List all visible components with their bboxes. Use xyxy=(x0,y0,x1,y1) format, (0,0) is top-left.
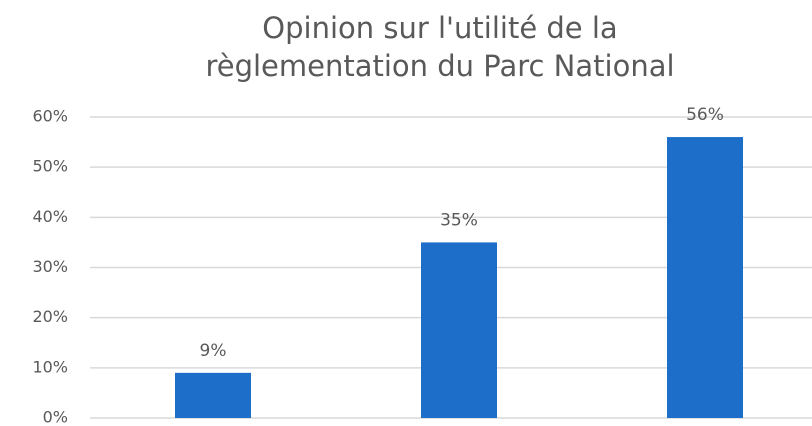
y-tick-label: 0% xyxy=(43,408,68,426)
bar xyxy=(175,372,251,418)
data-label: 35% xyxy=(440,210,478,230)
y-tick-label: 60% xyxy=(32,107,68,126)
chart-title: règlementation du Parc National xyxy=(205,49,674,83)
y-tick-label: 40% xyxy=(32,207,68,226)
data-label: 9% xyxy=(200,341,227,361)
bar xyxy=(421,242,497,418)
y-tick-label: 30% xyxy=(32,257,68,276)
y-tick-label: 20% xyxy=(32,307,68,326)
y-tick-label: 10% xyxy=(32,357,68,376)
y-tick-label: 50% xyxy=(32,157,68,176)
chart-title: Opinion sur l'utilité de la xyxy=(262,11,617,45)
data-label: 56% xyxy=(686,105,724,125)
bar xyxy=(667,137,743,419)
